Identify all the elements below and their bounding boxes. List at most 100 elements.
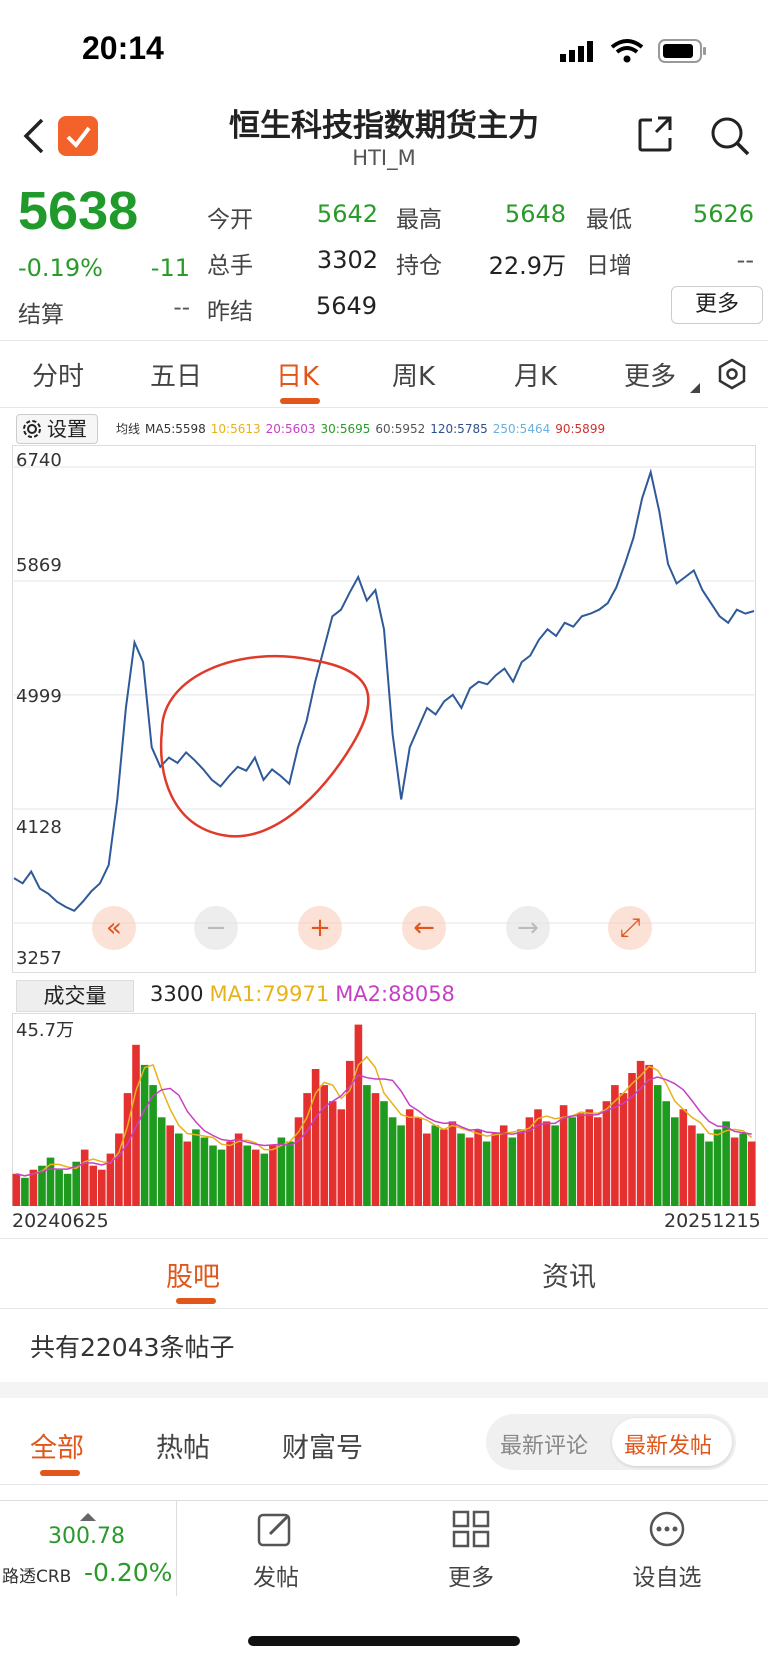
volume-bar xyxy=(311,1069,320,1206)
chart-settings-hex-icon[interactable] xyxy=(716,358,748,394)
volume-bar xyxy=(269,1145,277,1206)
volume-bar xyxy=(12,1173,21,1206)
signal-icon xyxy=(560,40,600,66)
ma-legend: 均线 MA5:5598 10:5613 20:5603 30:5695 60:5952 12… xyxy=(116,420,610,437)
quote-more-button[interactable]: 更多 xyxy=(671,286,763,324)
ma-legend-item: 10:5613 xyxy=(210,422,261,436)
ma-legend-item: 120:5785 xyxy=(430,422,488,436)
ma-legend-item: 30:5695 xyxy=(320,422,371,436)
volume-bar xyxy=(217,1149,226,1206)
tab-five-day[interactable]: 五日 xyxy=(150,362,203,392)
volume-bar xyxy=(226,1141,234,1206)
volume-bar xyxy=(72,1161,80,1206)
back-icon[interactable] xyxy=(22,116,46,160)
sort-latest-post[interactable]: 最新发帖 xyxy=(624,1434,713,1459)
sort-latest-comment[interactable]: 最新评论 xyxy=(500,1434,589,1459)
volume-bar xyxy=(405,1109,414,1206)
zoom-in-button[interactable]: + xyxy=(298,906,342,950)
volume-bar xyxy=(688,1125,696,1206)
divider xyxy=(0,407,768,408)
volume-bar xyxy=(303,1093,311,1206)
volume-bar xyxy=(46,1157,55,1206)
ticker-value[interactable]: 300.78 xyxy=(48,1524,125,1549)
tab-daily-k[interactable]: 日K xyxy=(276,362,320,392)
settle-value: -- xyxy=(173,295,190,321)
volume-bar xyxy=(98,1169,106,1206)
post-edit-icon[interactable] xyxy=(256,1510,294,1552)
volume-bar xyxy=(423,1133,431,1206)
volume-bar xyxy=(645,1064,653,1206)
volume-legend-item: MA2:88058 xyxy=(335,982,455,1006)
volume-bar xyxy=(730,1137,739,1206)
volume-bar xyxy=(21,1177,29,1206)
volume-bar xyxy=(363,1085,371,1206)
volume-bar xyxy=(499,1125,508,1206)
grid-more-icon[interactable] xyxy=(452,1510,490,1552)
volume-bar xyxy=(397,1125,405,1206)
volume-bar xyxy=(320,1085,328,1206)
volume-bar xyxy=(517,1129,525,1206)
expand-up-icon[interactable] xyxy=(80,1506,96,1525)
tab-intraday[interactable]: 分时 xyxy=(32,362,85,392)
volume-bar xyxy=(192,1129,200,1206)
open-value: 5642 xyxy=(316,200,378,228)
divider xyxy=(176,1500,177,1596)
volume-tab[interactable]: 成交量 xyxy=(16,980,134,1012)
volume-bar xyxy=(166,1125,174,1206)
tab-weekly-k[interactable]: 周K xyxy=(392,362,436,392)
volume-bar xyxy=(662,1101,670,1206)
volume-bar xyxy=(414,1117,422,1206)
volume-bar xyxy=(431,1125,440,1206)
volume-legend-item: MA1:79971 xyxy=(209,982,330,1006)
volume-bar xyxy=(482,1141,491,1206)
tab-more[interactable]: 更多 xyxy=(624,362,677,392)
share-icon[interactable] xyxy=(636,112,680,160)
chart-settings-button[interactable]: 设置 xyxy=(16,414,98,444)
ellipsis-circle-icon[interactable] xyxy=(648,1510,686,1552)
tab-guba[interactable]: 股吧 xyxy=(166,1262,220,1293)
daily-increase-label: 日增 xyxy=(586,253,632,279)
volume-value: 3302 xyxy=(316,246,378,274)
zoom-out-button[interactable]: − xyxy=(194,906,238,950)
page-subtitle: HTI_M xyxy=(352,146,416,170)
scroll-to-start-button[interactable]: « xyxy=(92,906,136,950)
volume-chart xyxy=(12,1024,756,1206)
volume-bar xyxy=(200,1137,209,1206)
volume-bar xyxy=(474,1129,482,1206)
volume-bar xyxy=(602,1101,611,1206)
volume-bar xyxy=(115,1133,123,1206)
volume-bar xyxy=(243,1145,251,1206)
nav-add-watchlist-label[interactable]: 设自选 xyxy=(632,1565,702,1591)
tab-news[interactable]: 资讯 xyxy=(542,1262,596,1293)
volume-bar xyxy=(594,1117,602,1206)
scroll-left-button[interactable]: ← xyxy=(402,906,446,950)
volume-bar xyxy=(277,1137,286,1206)
tab-monthly-k[interactable]: 月K xyxy=(514,362,558,392)
volume-bar xyxy=(157,1117,166,1206)
volume-bar xyxy=(140,1064,149,1206)
y-tick-label: 3257 xyxy=(16,948,62,969)
volume-bar xyxy=(448,1121,457,1206)
search-icon[interactable] xyxy=(708,114,752,162)
volume-bar xyxy=(123,1093,132,1206)
settle-label: 结算 xyxy=(18,302,64,328)
filter-all[interactable]: 全部 xyxy=(30,1433,84,1464)
filter-hot[interactable]: 热帖 xyxy=(156,1433,210,1464)
volume-bar xyxy=(457,1133,465,1206)
volume-bar xyxy=(542,1121,551,1206)
fullscreen-button[interactable]: ⤢ xyxy=(608,906,652,950)
filter-fortune[interactable]: 财富号 xyxy=(282,1433,363,1464)
volume-bar xyxy=(747,1141,756,1206)
ma-legend-item: 90:5899 xyxy=(555,422,606,436)
checkbox-logo-icon[interactable] xyxy=(58,116,98,156)
scroll-right-button[interactable]: → xyxy=(506,906,550,950)
volume-bar xyxy=(175,1133,183,1206)
ma-legend-item: 60:5952 xyxy=(375,422,426,436)
nav-post-label[interactable]: 发帖 xyxy=(253,1565,299,1591)
volume-bar xyxy=(106,1153,115,1206)
volume-bar xyxy=(63,1173,72,1206)
volume-bar xyxy=(628,1073,636,1206)
page-title: 恒生科技指数期货主力 xyxy=(229,108,539,144)
nav-more-label[interactable]: 更多 xyxy=(448,1565,494,1591)
volume-legend: 3300 MA1:79971 MA2:88058 xyxy=(150,982,461,1006)
